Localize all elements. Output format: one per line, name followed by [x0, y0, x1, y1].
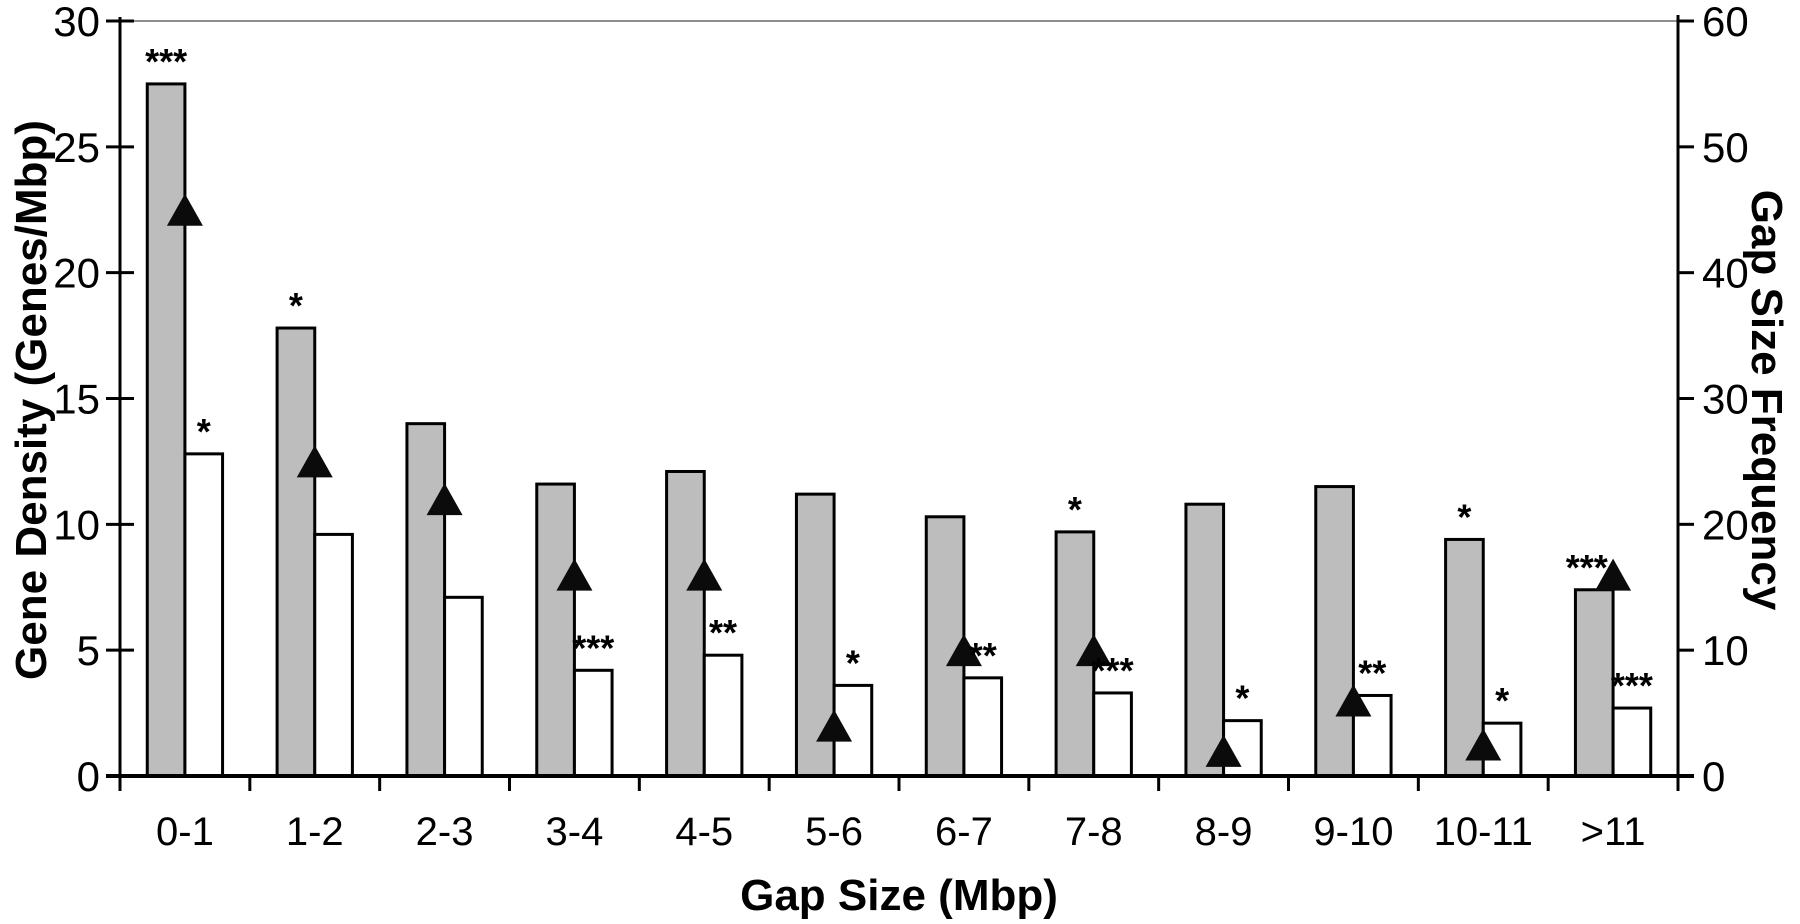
- triangle-marker: [166, 193, 203, 226]
- right-axis-tick-label: 60: [1702, 0, 1749, 45]
- x-category-label: 0-1: [156, 810, 214, 854]
- significance-marker: ***: [1092, 650, 1134, 691]
- x-category-label: 5-6: [805, 810, 863, 854]
- triangle-marker: [1595, 558, 1632, 591]
- left-axis-tick-label: 30: [53, 0, 100, 45]
- white-bar: [962, 676, 1004, 778]
- significance-marker: ***: [145, 41, 187, 82]
- significance-marker: *: [846, 642, 860, 683]
- white-bar: [1611, 706, 1653, 778]
- gray-bar: [535, 482, 576, 778]
- white-bar: [702, 653, 744, 778]
- significance-marker: **: [969, 635, 997, 676]
- right-axis-tick-label: 20: [1702, 501, 1749, 548]
- left-axis-title: Gene Density (Genes/Mbp): [7, 120, 56, 680]
- significance-marker: ***: [1611, 665, 1653, 706]
- white-bar: [443, 595, 484, 778]
- significance-marker: **: [709, 612, 737, 653]
- x-category-label: 10-11: [1434, 810, 1533, 854]
- left-axis-tick-label: 25: [53, 124, 100, 171]
- triangle-marker: [426, 483, 463, 516]
- significance-marker: *: [197, 411, 211, 452]
- triangle-marker: [1205, 734, 1242, 767]
- white-bar: [572, 668, 614, 778]
- white-bar: [1092, 691, 1133, 778]
- x-category-label: 3-4: [546, 810, 604, 854]
- left-axis-tick-label: 10: [53, 501, 100, 548]
- significance-marker: *: [1457, 496, 1471, 537]
- triangle-marker: [816, 709, 853, 742]
- gray-bar: [665, 469, 706, 778]
- x-category-label: >11: [1581, 810, 1646, 854]
- white-bar: [183, 452, 225, 778]
- triangle-marker: [686, 558, 723, 591]
- x-category-label: 2-3: [416, 810, 474, 854]
- x-axis-title: Gap Size (Mbp): [740, 871, 1058, 920]
- left-axis-tick-label: 5: [77, 627, 100, 674]
- left-axis-tick-label: 15: [53, 376, 100, 423]
- significance-marker: **: [1358, 652, 1386, 693]
- left-axis-tick-label: 0: [77, 753, 100, 800]
- right-axis-tick-label: 10: [1702, 627, 1749, 674]
- x-category-label: 1-2: [286, 810, 344, 854]
- significance-marker: *: [1495, 680, 1509, 721]
- right-axis-tick-label: 0: [1702, 753, 1725, 800]
- x-category-label: 8-9: [1195, 810, 1253, 854]
- x-category-label: 7-8: [1065, 810, 1123, 854]
- gray-bar: [275, 326, 317, 778]
- right-axis-tick-label: 50: [1702, 124, 1749, 171]
- gray-bar: [1444, 537, 1485, 778]
- right-axis-title: Gap Size Frequency: [1742, 189, 1791, 611]
- x-category-label: 4-5: [675, 810, 733, 854]
- white-bar: [313, 532, 354, 778]
- triangle-marker: [296, 445, 333, 478]
- significance-marker: *: [289, 285, 303, 326]
- significance-marker: *: [1235, 678, 1249, 719]
- triangle-marker: [945, 634, 982, 667]
- gray-bar: [1314, 485, 1355, 778]
- left-axis-tick-label: 20: [53, 250, 100, 297]
- triangle-marker: [1465, 728, 1502, 761]
- significance-marker: ***: [1566, 547, 1608, 588]
- significance-marker: *: [1068, 489, 1082, 530]
- triangle-marker: [1335, 684, 1372, 717]
- triangle-marker: [1075, 634, 1112, 667]
- x-category-label: 6-7: [935, 810, 993, 854]
- significance-marker: ***: [572, 627, 614, 668]
- right-axis-tick-label: 40: [1702, 250, 1749, 297]
- right-axis-tick-label: 30: [1702, 376, 1749, 423]
- gray-bar: [145, 82, 187, 778]
- triangle-marker: [556, 558, 593, 591]
- x-category-label: 9-10: [1313, 810, 1393, 854]
- gray-bar: [405, 422, 447, 778]
- gray-bar: [1184, 502, 1226, 778]
- gray-bar: [1573, 588, 1615, 778]
